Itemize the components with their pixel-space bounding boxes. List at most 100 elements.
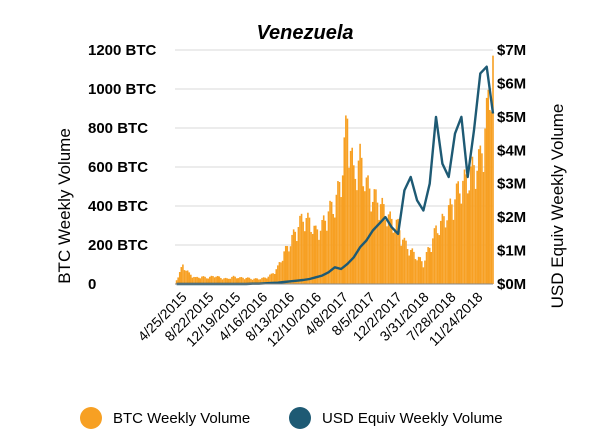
btc-bar — [436, 233, 439, 284]
btc-bar — [430, 251, 433, 284]
btc-bar — [280, 262, 282, 284]
btc-bar — [284, 245, 287, 284]
btc-bar — [411, 248, 414, 284]
btc-bar — [419, 257, 422, 284]
btc-bar — [240, 277, 243, 284]
btc-bar — [227, 278, 230, 284]
left-tick-label: 0 — [88, 276, 96, 293]
btc-bar — [318, 239, 320, 284]
left-tick-label: 1200 BTC — [88, 42, 157, 59]
btc-bar — [237, 278, 240, 284]
btc-bar — [492, 55, 494, 285]
btc-bar — [296, 241, 298, 284]
btc-bar — [185, 270, 187, 284]
btc-bar — [220, 277, 222, 284]
btc-bar — [183, 270, 186, 284]
btc-bar — [409, 249, 412, 284]
btc-bar — [273, 273, 276, 284]
btc-bar — [283, 251, 285, 284]
btc-bar — [246, 277, 249, 284]
btc-bar — [261, 277, 263, 284]
btc-bar — [360, 157, 363, 284]
btc-bar — [338, 182, 341, 284]
btc-bar — [414, 259, 417, 284]
btc-bar — [254, 278, 257, 284]
btc-bar — [371, 201, 374, 284]
btc-bar — [356, 190, 358, 284]
btc-bar — [408, 255, 410, 284]
btc-bar — [489, 109, 491, 284]
btc-bar — [270, 273, 273, 284]
btc-bar — [178, 272, 181, 284]
btc-bar — [262, 277, 265, 284]
btc-bar — [484, 128, 486, 284]
btc-bar — [326, 230, 328, 284]
btc-bar — [292, 229, 295, 284]
btc-bar — [224, 277, 227, 284]
btc-bar — [487, 89, 490, 285]
btc-bar — [362, 186, 365, 284]
btc-bar — [432, 238, 434, 284]
btc-bar — [213, 277, 216, 284]
btc-bar — [485, 97, 488, 284]
right-tick-label: $2M — [497, 209, 526, 226]
btc-bar — [364, 191, 366, 284]
btc-bar — [482, 171, 485, 284]
btc-bar — [443, 216, 445, 284]
btc-bar — [373, 189, 376, 284]
btc-bar — [218, 276, 221, 284]
btc-bar — [308, 217, 311, 284]
btc-bar — [439, 220, 442, 284]
btc-bar — [300, 213, 303, 284]
btc-bar — [428, 247, 431, 284]
right-tick-label: $3M — [497, 176, 526, 193]
legend: BTC Weekly Volume USD Equiv Weekly Volum… — [80, 407, 503, 429]
btc-bar — [269, 274, 271, 284]
btc-bar — [281, 260, 284, 284]
left-tick-label: 1000 BTC — [88, 81, 157, 98]
btc-bar — [186, 270, 189, 284]
right-tick-label: $7M — [497, 42, 526, 59]
btc-bar — [248, 277, 251, 284]
btc-bar — [460, 203, 463, 284]
btc-bar — [386, 226, 388, 284]
btc-bar — [490, 111, 493, 284]
btc-bar — [400, 245, 403, 284]
btc-bar — [451, 204, 453, 284]
btc-bar — [438, 235, 441, 284]
btc-bar — [223, 278, 225, 284]
btc-bar — [288, 251, 290, 284]
btc-bar — [381, 197, 384, 284]
btc-bar — [340, 197, 342, 284]
legend-btc-label: BTC Weekly Volume — [113, 410, 250, 427]
btc-bar — [433, 228, 436, 284]
btc-bar — [324, 220, 327, 284]
left-tick-label: 600 BTC — [88, 159, 148, 176]
btc-bar — [277, 265, 279, 284]
btc-bar — [221, 279, 224, 284]
btc-bar — [303, 231, 306, 284]
btc-bar — [199, 278, 202, 284]
btc-bar — [207, 278, 210, 284]
btc-bar — [253, 278, 255, 284]
btc-bar — [197, 277, 200, 284]
btc-bar — [455, 183, 458, 284]
btc-bar — [267, 276, 270, 284]
btc-bar — [378, 219, 380, 284]
btc-bar — [321, 219, 323, 284]
btc-bar — [477, 149, 480, 284]
btc-bar — [335, 194, 338, 284]
btc-bar — [332, 213, 335, 284]
btc-bar — [322, 215, 325, 284]
btc-bar — [239, 277, 241, 284]
btc-bar — [343, 137, 346, 284]
btc-bar — [413, 251, 415, 284]
btc-bar — [397, 218, 399, 284]
btc-bar — [190, 274, 192, 284]
btc-bar — [313, 225, 316, 284]
btc-bar — [226, 278, 229, 284]
btc-bar — [387, 214, 390, 284]
btc-bar — [417, 256, 420, 284]
left-axis-ticks: 0 200 BTC 400 BTC 600 BTC 800 BTC 1000 BTC 120… — [88, 42, 157, 293]
